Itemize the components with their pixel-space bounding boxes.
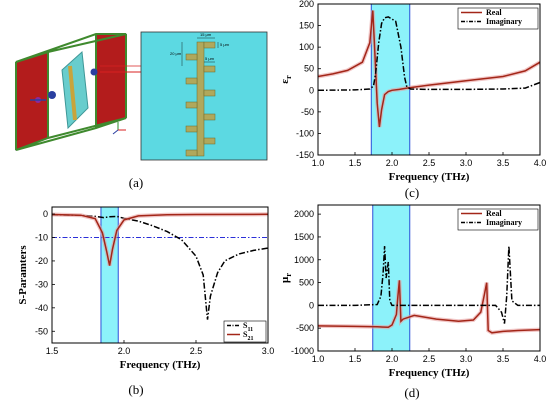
panel-label-a: (a): [129, 175, 143, 190]
x-tick-label: 4.0: [534, 158, 547, 168]
x-tick-label: 2.0: [118, 346, 131, 356]
y-tick-label: 200: [299, 0, 314, 9]
x-tick-label: 2.5: [423, 354, 436, 364]
x-tick-label: 4.0: [534, 354, 547, 364]
x-tick-label: 3.0: [262, 346, 275, 356]
x-tick-label: 1.0: [312, 354, 325, 364]
y-tick-label: -500: [296, 323, 314, 333]
panel-a: 15 μm 5 μm 20 μm 5 μm (a): [5, 28, 268, 190]
y-tick-label: 0: [309, 300, 314, 310]
series-line-0: [52, 213, 268, 320]
x-tick-label: 1.5: [349, 158, 362, 168]
x-axis-label: Frequency (THz): [120, 359, 201, 371]
x-tick-label: 3.0: [460, 158, 473, 168]
unit-cell-3d-illustration: [5, 28, 145, 158]
panel-label-d: (d): [404, 385, 419, 400]
panel-label-c: (c): [405, 185, 419, 200]
dim-finger-label: 5 μm: [220, 42, 230, 47]
y-tick-label: -50: [301, 107, 314, 117]
dim-gap-label: 5 μm: [205, 56, 215, 61]
highlight-band: [100, 206, 119, 344]
series-line-0: [318, 10, 540, 128]
y-tick-label: 1000: [294, 255, 314, 265]
plot-frame: [51, 206, 269, 344]
legend-label-1: S21: [243, 330, 253, 342]
x-axis-label: Frequency (THz): [389, 367, 470, 379]
y-tick-label: -1000: [291, 346, 314, 356]
series-line-1: [318, 16, 540, 92]
y-tick-label: 100: [299, 42, 314, 52]
panel-label-b: (b): [128, 382, 143, 397]
y-axis-label: S-Paramters: [17, 245, 29, 305]
x-tick-label: 3.5: [497, 158, 510, 168]
x-tick-label: 2.0: [386, 158, 399, 168]
legend-label-1: Imaginary: [486, 218, 522, 227]
series-glow-1: [52, 212, 268, 267]
legend-label-0: Real: [486, 209, 502, 218]
y-axis-label: εr: [279, 75, 293, 84]
chart-b: 1.5 2.0 2.5 3.0 0 -10 -20 -30 -40 -50 Frequency (T…: [17, 206, 275, 371]
x-tick-label: 1.0: [312, 158, 325, 168]
series-line-1: [52, 213, 268, 266]
legend-box: [223, 320, 267, 343]
y-tick-label: 500: [299, 278, 314, 288]
x-tick-label: 2.5: [423, 158, 436, 168]
y-tick-label: -10: [35, 232, 48, 242]
y-axis-label: μr: [279, 273, 293, 283]
y-tick-label: -20: [35, 256, 48, 266]
chart-c: 1.0 1.5 2.0 2.5 3.0 3.5 4.0 200 150 100 50 0 -50 -100…: [279, 0, 546, 183]
y-tick-label: 150: [299, 21, 314, 31]
y-tick-label: -50: [35, 326, 48, 336]
x-tick-label: 1.5: [46, 346, 59, 356]
y-tick-label: 0: [309, 85, 314, 95]
y-tick-label: -30: [35, 279, 48, 289]
series-line-1: [318, 246, 540, 324]
legend-label-0: S11: [243, 321, 253, 333]
chart-d: 1.0 1.5 2.0 2.5 3.0 3.5 4.0 2000 1500 1000 500 0 -50…: [279, 204, 547, 379]
dim-width-label: 15 μm: [200, 32, 212, 37]
unit-cell-front-view: 15 μm 5 μm 20 μm 5 μm: [140, 31, 268, 161]
dim-height-label: 20 μm: [170, 51, 182, 56]
legend-label-1: Imaginary: [486, 17, 522, 26]
y-tick-label: 2000: [294, 209, 314, 219]
legend-label-0: Real: [486, 8, 502, 17]
y-tick-label: 50: [304, 64, 314, 74]
y-tick-label: 0: [43, 209, 48, 219]
x-tick-label: 2.5: [190, 346, 203, 356]
x-tick-label: 2.0: [386, 354, 399, 364]
highlight-band: [372, 204, 411, 352]
y-tick-label: -40: [35, 303, 48, 313]
x-tick-label: 1.5: [349, 354, 362, 364]
y-tick-label: -150: [296, 150, 314, 160]
x-axis-label: Frequency (THz): [389, 171, 470, 183]
x-tick-label: 3.5: [497, 354, 510, 364]
x-tick-label: 3.0: [460, 354, 473, 364]
y-tick-label: -100: [296, 128, 314, 138]
series-line-0: [318, 280, 540, 334]
y-tick-label: 1500: [294, 232, 314, 242]
